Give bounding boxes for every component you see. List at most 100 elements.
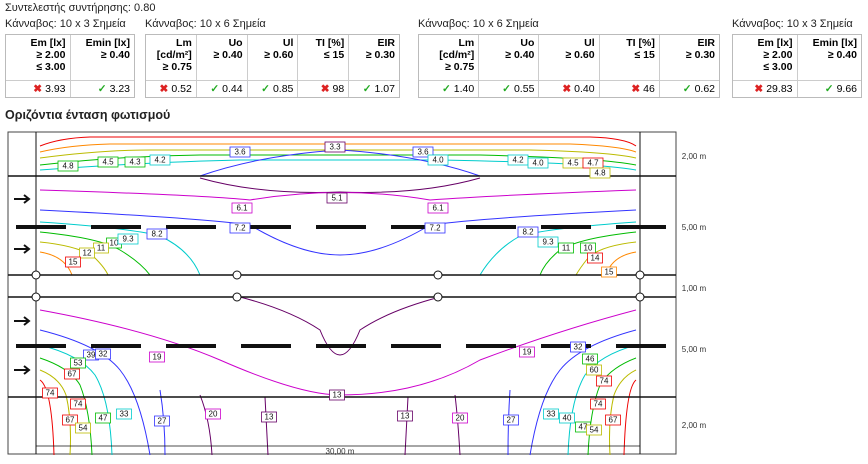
column-header: Ul ≥ 0.60 — [264, 37, 293, 61]
contour-label: 74 — [594, 400, 603, 409]
header-line: ≥ 0.60 — [264, 49, 294, 61]
contour-label-box — [452, 412, 468, 424]
contour-label: 33 — [120, 410, 129, 419]
contour-label: 10 — [110, 239, 119, 248]
grid-title: Κάνναβος: 10 x 6 Σημεία — [145, 18, 266, 30]
contour-label: 33 — [547, 410, 556, 419]
contour-label: 11 — [562, 244, 571, 253]
contour-label: 14 — [591, 254, 600, 263]
value: 98 — [332, 83, 345, 95]
contour-label-box — [427, 202, 449, 214]
header-line: ≥ 0.40 — [100, 49, 130, 61]
pass-icon: ✓ — [824, 83, 834, 95]
pass-icon: ✓ — [502, 83, 511, 95]
fail-icon: ✖ — [320, 83, 330, 95]
contour-label: 9.3 — [122, 235, 134, 244]
column-header: Lm [cd/m²] ≥ 0.75 — [439, 37, 474, 73]
contour-label: 46 — [586, 355, 595, 364]
contour-label: 32 — [574, 343, 583, 352]
column-header: EIR ≥ 0.30 — [686, 37, 715, 61]
grid-title: Κάνναβος: 10 x 6 Σημεία — [418, 18, 539, 30]
header-line: ≥ 0.75 — [162, 61, 192, 73]
contour-label-box — [116, 408, 132, 420]
column-header: Emin [lx] ≥ 0.40 — [86, 37, 130, 61]
contour-label: 4.7 — [587, 159, 599, 168]
fail-icon: ✖ — [159, 83, 169, 95]
contour-label: 4.2 — [512, 156, 524, 165]
header-line: ≥ 0.60 — [565, 49, 595, 61]
contour-label: 74 — [74, 400, 83, 409]
contour-label-box — [261, 411, 277, 423]
contour-label: 60 — [590, 366, 599, 375]
header-line: ≥ 0.40 — [827, 49, 857, 61]
table-column: Uo ≥ 0.40 ✓ 0.55 — [479, 35, 540, 98]
header-line: EIR — [697, 37, 716, 49]
contour-label-box — [559, 412, 575, 424]
dimension-label: 2,00 m — [682, 421, 707, 430]
contour-label: 54 — [590, 426, 599, 435]
header-line: Ul — [282, 37, 294, 49]
result-table: Em [lx] ≥ 2.00 ≤ 3.00 ✖ 3.93 Emin [lx] ≥ 0.40 ✓… — [5, 34, 135, 98]
value: 29.83 — [766, 83, 793, 95]
value-cell: ✖ 29.83 — [733, 80, 797, 98]
fail-icon: ✖ — [631, 83, 641, 95]
pass-icon: ✓ — [441, 83, 451, 95]
contour-label-box — [586, 424, 602, 436]
contour-label-box — [146, 228, 168, 240]
table-column: EIR ≥ 0.30 ✓ 0.62 — [659, 35, 720, 97]
contour-label-box — [517, 226, 539, 238]
contour-label-box — [586, 364, 602, 376]
header-line: Em [lx] — [757, 37, 793, 49]
contour-label-box — [79, 247, 95, 259]
header-line: ≥ 0.75 — [445, 61, 475, 73]
value-cell: ✓ 9.66 — [797, 80, 861, 98]
contour-label-box — [397, 410, 413, 422]
contour-label-box — [589, 167, 611, 179]
result-table: Em [lx] ≥ 2.00 ≤ 3.00 ✖ 29.83 Emin [lx] ≥ 0.40… — [732, 34, 862, 98]
column-header: Uo ≥ 0.40 — [213, 37, 242, 61]
contour-label-box — [149, 154, 171, 166]
header-line: [cd/m²] — [439, 49, 475, 61]
contour-label-box — [543, 408, 559, 420]
table-column: Emin [lx] ≥ 0.40 ✓ 9.66 — [797, 35, 861, 98]
value-cell: ✓ 1.40 — [419, 80, 479, 98]
contour-label-box — [154, 415, 170, 427]
value-cell: ✓ 0.55 — [479, 80, 539, 98]
value: 0.52 — [171, 83, 192, 95]
contour-label-box — [424, 222, 446, 234]
header-line: Ul — [584, 37, 595, 49]
contour-label-box — [205, 408, 221, 420]
contour-label: 10 — [584, 244, 593, 253]
value: 3.23 — [109, 83, 130, 95]
contour-label: 47 — [99, 414, 108, 423]
contour-label-box — [62, 414, 78, 426]
contour-label-box — [558, 242, 574, 254]
column-header: TI [%] ≤ 15 — [626, 37, 655, 61]
contour-label-box — [75, 422, 91, 434]
column-header: TI [%] ≤ 15 — [316, 37, 345, 61]
contour-label-box — [70, 398, 86, 410]
value-cell: ✖ 46 — [599, 80, 659, 98]
contour-label-box — [324, 141, 346, 153]
contour-label-box — [605, 414, 621, 426]
header-line: ≥ 2.00 — [763, 49, 793, 61]
contour-label-box — [229, 222, 251, 234]
value: 3.93 — [45, 83, 66, 95]
table-column: TI [%] ≤ 15 ✖ 98 — [298, 35, 350, 97]
contour-label-box — [326, 192, 348, 204]
header-line: ≥ 0.40 — [213, 49, 243, 61]
contour-label: 3.3 — [329, 143, 341, 152]
section-title: Οριζόντια ένταση φωτισμού — [5, 108, 171, 122]
contour-label: 20 — [209, 410, 218, 419]
contour-label: 47 — [579, 423, 588, 432]
value-cell: ✓ 1.07 — [349, 80, 399, 98]
header-line: ≤ 15 — [323, 49, 345, 61]
contour-label: 4.5 — [102, 158, 114, 167]
pass-icon: ✓ — [682, 83, 692, 95]
contour-label: 8.2 — [522, 228, 534, 237]
contour-label: 5.1 — [331, 194, 343, 203]
contour-label: 74 — [600, 377, 609, 386]
contour-label: 13 — [265, 413, 274, 422]
header-line: ≤ 3.00 — [763, 61, 793, 73]
contour-label-box — [65, 256, 81, 268]
